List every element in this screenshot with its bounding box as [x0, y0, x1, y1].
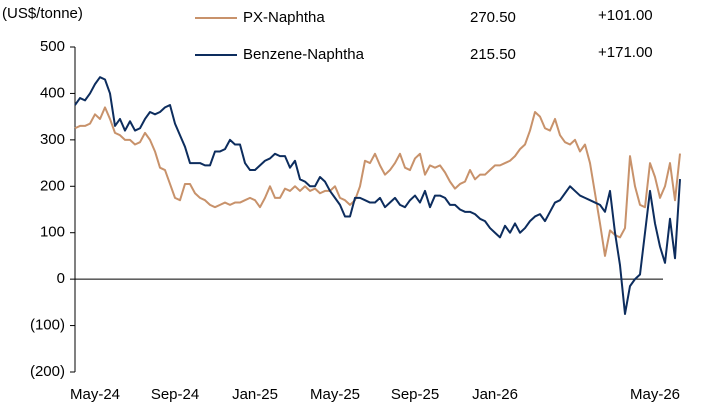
y-tick-label: 400	[40, 84, 65, 101]
y-tick-label: 500	[40, 38, 65, 55]
x-tick-label: Jan-26	[472, 386, 518, 403]
x-tick-label: May-25	[310, 386, 360, 403]
legend-value: 215.50	[470, 46, 516, 63]
x-tick-label: May-26	[630, 386, 680, 403]
y-tick-label: 100	[40, 224, 65, 241]
y-tick-label: 200	[40, 177, 65, 194]
legend-value: 270.50	[470, 9, 516, 26]
y-tick-label: (100)	[30, 317, 65, 334]
x-tick-label: Sep-25	[391, 386, 439, 403]
y-tick-label: (200)	[30, 363, 65, 380]
legend-label: PX-Naphtha	[243, 9, 325, 26]
x-tick-label: May-24	[70, 386, 120, 403]
y-tick-label: 300	[40, 131, 65, 148]
x-tick-label: Sep-24	[151, 386, 199, 403]
legend-change: +171.00	[598, 44, 653, 61]
y-axis-label: (US$/tonne)	[2, 5, 83, 22]
series-line	[74, 106, 681, 257]
y-tick-label: 0	[57, 270, 65, 287]
legend-label: Benzene-Naphtha	[243, 46, 365, 63]
legend-change: +101.00	[598, 7, 653, 24]
x-tick-label: Jan-25	[232, 386, 278, 403]
series-line	[74, 76, 681, 315]
